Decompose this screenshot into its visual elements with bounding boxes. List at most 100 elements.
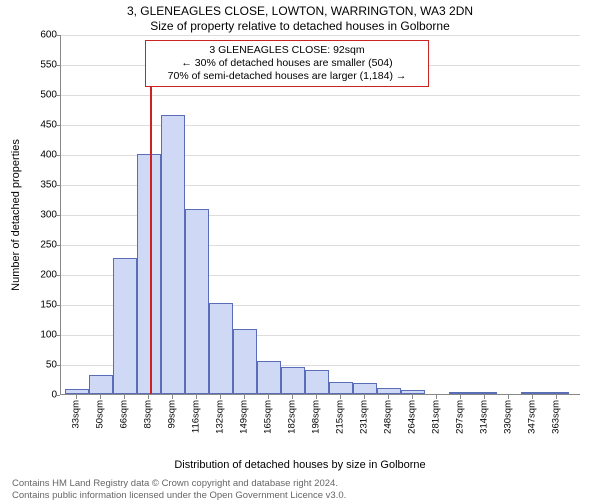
x-tick-mark [76,395,77,399]
grid-line [61,35,580,36]
annotation-box: 3 GLENEAGLES CLOSE: 92sqm ← 30% of detac… [145,40,429,87]
y-tick-label: 350 [27,180,57,191]
histogram-bar [281,367,305,394]
y-tick-label: 400 [27,150,57,161]
x-tick-label: 99sqm [167,400,178,429]
histogram-bar [209,303,233,394]
x-tick-label: 132sqm [215,400,226,434]
x-tick-mark [244,395,245,399]
y-tick-label: 500 [27,90,57,101]
x-tick-mark [436,395,437,399]
y-tick-mark [56,275,60,276]
histogram-bar [65,389,89,394]
histogram-bar [233,329,257,394]
x-tick-label: 264sqm [407,400,418,434]
x-axis-label: Distribution of detached houses by size … [0,459,600,471]
x-tick-label: 215sqm [335,400,346,434]
y-tick-mark [56,395,60,396]
title-address: 3, GLENEAGLES CLOSE, LOWTON, WARRINGTON,… [0,4,600,18]
histogram-bar [89,375,113,394]
title-subtitle: Size of property relative to detached ho… [0,19,600,33]
x-tick-label: 66sqm [119,400,130,429]
x-tick-mark [364,395,365,399]
grid-line [61,125,580,126]
x-tick-label: 363sqm [551,400,562,434]
x-tick-label: 314sqm [479,400,490,434]
y-tick-mark [56,365,60,366]
y-tick-label: 300 [27,210,57,221]
footer: Contains HM Land Registry data © Crown c… [12,478,346,501]
y-tick-label: 200 [27,270,57,281]
x-tick-label: 330sqm [503,400,514,434]
histogram-bar [449,392,473,394]
histogram-bar [113,258,137,394]
footer-line2: Contains public information licensed und… [12,490,346,501]
x-tick-mark [148,395,149,399]
x-tick-label: 116sqm [191,400,202,433]
x-tick-mark [556,395,557,399]
histogram-bar [305,370,329,394]
y-tick-mark [56,335,60,336]
y-tick-label: 600 [27,30,57,41]
x-tick-mark [484,395,485,399]
x-tick-mark [268,395,269,399]
x-tick-mark [220,395,221,399]
y-tick-mark [56,215,60,216]
x-tick-mark [388,395,389,399]
histogram-bar [377,388,401,394]
x-tick-label: 281sqm [431,400,442,434]
y-tick-label: 100 [27,330,57,341]
histogram-bar [521,392,545,394]
histogram-bar [545,392,569,394]
annotation-line2: ← 30% of detached houses are smaller (50… [152,57,422,70]
y-tick-mark [56,305,60,306]
x-tick-mark [292,395,293,399]
chart-container: 3, GLENEAGLES CLOSE, LOWTON, WARRINGTON,… [0,4,600,504]
x-tick-mark [340,395,341,399]
x-tick-mark [172,395,173,399]
x-tick-mark [124,395,125,399]
x-tick-mark [196,395,197,399]
annotation-line3: 70% of semi-detached houses are larger (… [152,70,422,83]
y-tick-mark [56,125,60,126]
x-tick-mark [316,395,317,399]
x-tick-mark [532,395,533,399]
x-tick-label: 83sqm [143,400,154,429]
y-tick-mark [56,65,60,66]
footer-line1: Contains HM Land Registry data © Crown c… [12,478,346,489]
x-tick-label: 33sqm [71,400,82,429]
histogram-bar [401,390,425,394]
reference-line [150,77,152,394]
y-tick-label: 0 [27,390,57,401]
x-tick-label: 297sqm [455,400,466,434]
y-tick-label: 50 [27,360,57,371]
histogram-bar [161,115,185,394]
histogram-bar [185,209,209,394]
y-tick-mark [56,245,60,246]
x-tick-label: 182sqm [287,400,298,434]
x-tick-mark [508,395,509,399]
grid-line [61,95,580,96]
histogram-bar [473,392,497,394]
x-tick-label: 231sqm [359,400,370,434]
y-tick-label: 550 [27,60,57,71]
histogram-bar [257,361,281,394]
x-tick-label: 198sqm [311,400,322,434]
y-tick-label: 150 [27,300,57,311]
x-tick-mark [460,395,461,399]
x-tick-mark [100,395,101,399]
histogram-bar [353,383,377,394]
y-tick-mark [56,95,60,96]
x-tick-label: 248sqm [383,400,394,434]
chart-area: Number of detached properties 0501001502… [50,35,590,415]
x-tick-label: 165sqm [263,400,274,434]
annotation-line1: 3 GLENEAGLES CLOSE: 92sqm [152,44,422,57]
y-tick-mark [56,35,60,36]
y-tick-mark [56,185,60,186]
y-tick-label: 250 [27,240,57,251]
y-tick-label: 450 [27,120,57,131]
histogram-bar [137,154,161,394]
x-tick-label: 149sqm [239,400,250,434]
x-tick-label: 50sqm [95,400,106,429]
plot-area [60,35,580,395]
